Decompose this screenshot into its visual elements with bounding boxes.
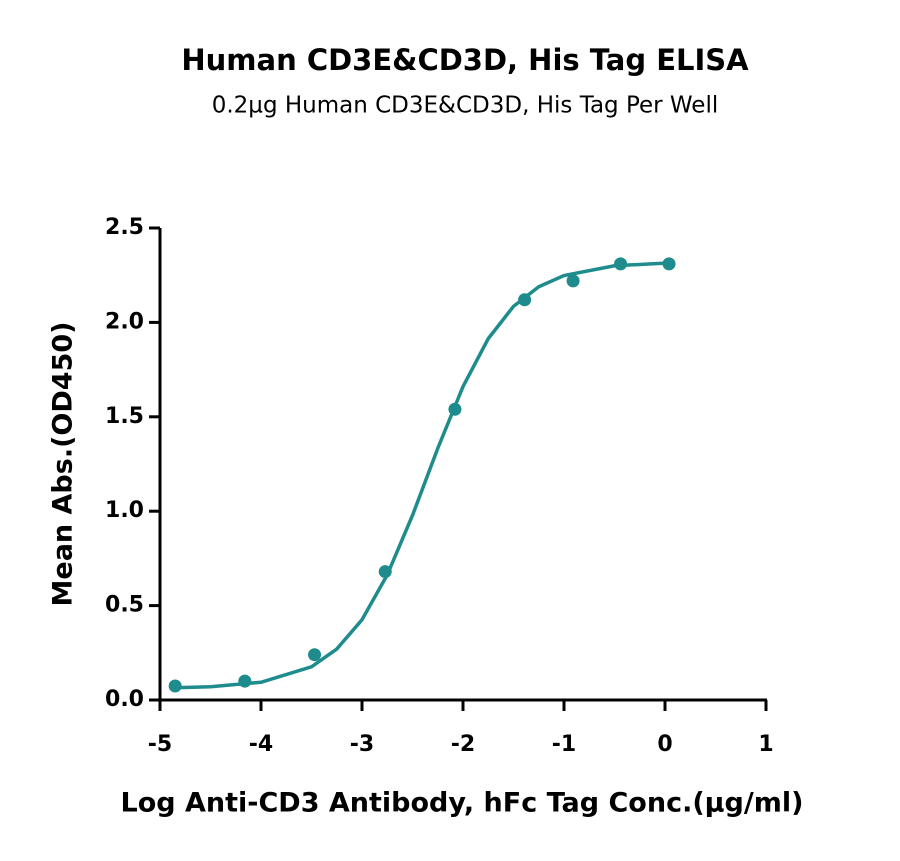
x-tick-label: -5: [148, 732, 172, 757]
y-axis-label: Mean Abs.(OD450): [48, 322, 79, 607]
data-point: [308, 648, 322, 662]
y-tick-label: 1.0: [105, 498, 144, 523]
x-tick-label: -1: [552, 732, 576, 757]
chart-title: Human CD3E&CD3D, His Tag ELISA: [181, 43, 749, 77]
fit-curve: [170, 261, 671, 690]
data-point: [614, 257, 628, 271]
x-tick-label: 1: [758, 732, 773, 757]
y-tick-label: 1.5: [105, 404, 144, 429]
data-point: [662, 257, 676, 271]
data-point: [566, 274, 580, 288]
x-tick-label: -4: [249, 732, 273, 757]
data-point: [168, 679, 182, 693]
y-tick-label: 0.5: [105, 593, 144, 618]
x-tick-label: 0: [657, 732, 672, 757]
y-tick-label: 0.0: [105, 687, 144, 712]
data-point: [378, 565, 392, 579]
y-tick-label: 2.0: [105, 309, 144, 334]
x-axis-label: Log Anti-CD3 Antibody, hFc Tag Conc.(µg/…: [121, 788, 804, 819]
data-point: [448, 402, 462, 416]
data-point: [518, 293, 532, 307]
y-tick-label: 2.5: [105, 215, 144, 240]
data-point: [238, 674, 252, 688]
chart-subtitle: 0.2µg Human CD3E&CD3D, His Tag Per Well: [212, 93, 719, 119]
x-tick-label: -2: [451, 732, 475, 757]
x-tick-label: -3: [350, 732, 374, 757]
